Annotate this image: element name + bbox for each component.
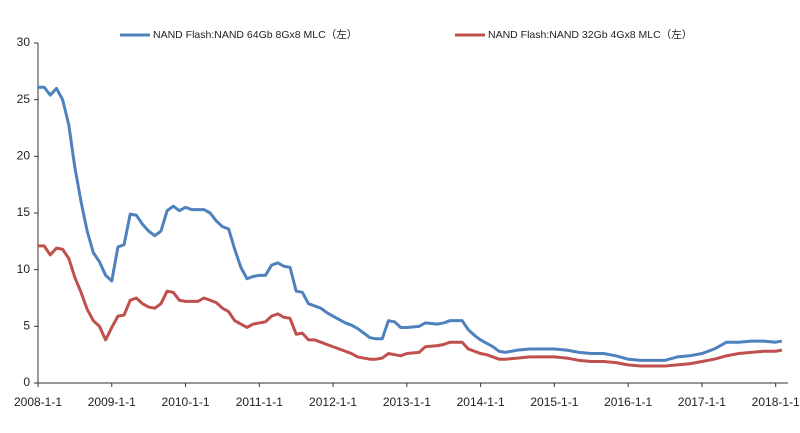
y-tick-label: 5 [23,319,30,333]
x-tick-label: 2013-1-1 [383,395,431,409]
y-tick-label: 20 [17,149,31,163]
legend-label: NAND Flash:NAND 64Gb 8Gx8 MLC（左） [153,28,357,41]
x-tick-label: 2009-1-1 [88,395,136,409]
x-tick-label: 2015-1-1 [530,395,578,409]
x-tick-label: 2017-1-1 [678,395,726,409]
x-tick-label: 2008-1-1 [14,395,62,409]
y-tick-label: 15 [17,205,31,219]
legend-label: NAND Flash:NAND 32Gb 4Gx8 MLC（左） [488,28,692,41]
y-tick-label: 10 [17,262,31,276]
data-line [38,244,783,368]
x-tick-label: 2010-1-1 [162,395,210,409]
y-tick-label: 30 [17,35,31,49]
y-tick-label: 25 [17,92,31,106]
x-tick-label: 2016-1-1 [604,395,652,409]
x-tick-label: 2011-1-1 [236,395,283,409]
y-tick-label: 0 [23,375,30,389]
x-tick-label: 2012-1-1 [309,395,357,409]
x-tick-label: 2018-1-1 [752,395,800,409]
data-line [38,85,783,362]
x-tick-label: 2014-1-1 [457,395,505,409]
